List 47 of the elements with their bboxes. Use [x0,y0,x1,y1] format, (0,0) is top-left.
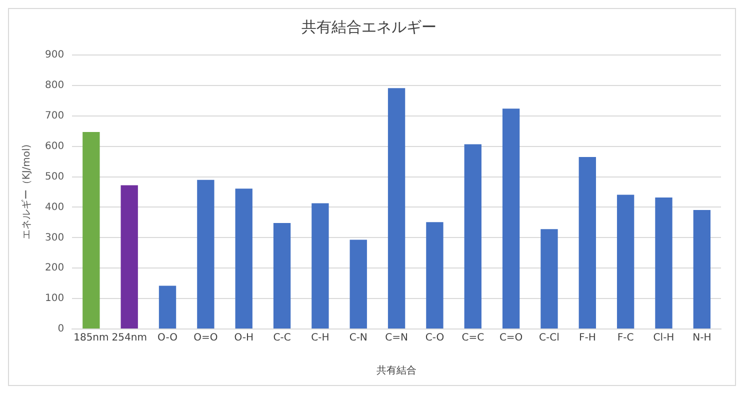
bar [578,156,596,328]
x-tick-label: C-H [311,332,330,344]
y-tick-label: 700 [44,110,64,122]
y-tick-label: 500 [44,171,64,182]
y-tick-label: 900 [44,50,64,61]
y-tick-label: 800 [44,80,64,92]
x-axis-title: 共有結合 [376,364,417,377]
bar [235,188,252,328]
y-axis-title: エネルギー（KJ/mol) [20,144,33,240]
bar [502,108,520,328]
bar [82,132,100,328]
x-tick-label: C-N [349,332,368,344]
y-tick-label: 0 [58,324,64,335]
x-tick-label: C-C [273,332,291,344]
x-tick-label: C-Cl [539,332,560,344]
bar [388,88,406,328]
bar [693,210,711,328]
bar [158,286,176,328]
y-tick-label: 300 [44,232,64,244]
x-tick-label: Cl-H [653,332,674,344]
bar [426,222,444,328]
bar [540,229,558,328]
y-tick-label: 200 [44,262,64,274]
x-tick-label: C=C [462,332,484,344]
x-tick-label: O-H [234,332,254,344]
bar [350,240,367,328]
x-tick-label: 185nm [74,332,109,344]
x-tick-label: O-O [158,332,178,344]
bar [464,144,482,328]
chart-title: 共有結合エネルギー [302,18,436,36]
x-tick-label: F-H [578,332,596,344]
x-tick-label: C-O [425,332,444,344]
x-tick-label: O=O [194,332,218,344]
bar [312,203,329,328]
y-tick-label: 100 [44,293,64,304]
y-tick-label: 600 [44,140,64,152]
x-tick-label: N-H [692,332,712,344]
x-tick-label: F-C [617,332,634,344]
x-tick-label: 254nm [112,332,147,344]
bar [273,223,291,328]
x-tick-label: C=N [385,332,408,344]
bar [197,180,214,328]
y-tick-label: 400 [44,202,64,213]
bar [655,197,672,328]
x-tick-label: C=O [499,332,523,344]
bar [120,185,138,328]
bar [616,194,634,328]
